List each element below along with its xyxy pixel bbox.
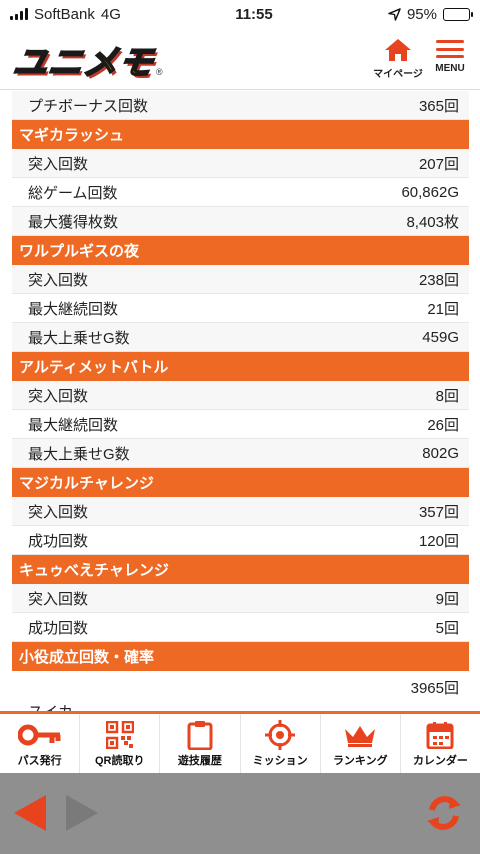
- stat-value: 120回: [418, 532, 459, 550]
- stat-value: 60,862G: [401, 183, 459, 201]
- stat-row: 突入回数 8回: [12, 381, 469, 410]
- tab-label: 遊技履歴: [177, 754, 222, 767]
- stat-label: 突入回数: [28, 387, 89, 405]
- stat-row: 突入回数 357回: [12, 497, 469, 526]
- stat-value: 21回: [427, 300, 459, 318]
- crown-icon: [345, 725, 376, 747]
- stat-row: プチボーナス回数 365回: [12, 91, 469, 120]
- section-header: キュゥべえチャレンジ: [12, 555, 469, 584]
- mypage-button[interactable]: マイページ: [372, 38, 424, 82]
- tab-label: QR読取り: [95, 754, 145, 767]
- stat-label: 突入回数: [28, 155, 89, 173]
- reload-icon[interactable]: [424, 793, 464, 833]
- network-type: 4G: [100, 5, 121, 23]
- app-logo[interactable]: ユニメモ ®: [10, 38, 163, 84]
- calendar-icon: [426, 721, 454, 749]
- tab-calendar[interactable]: カレンダー: [401, 714, 480, 773]
- stat-label: 最大上乗せG数: [28, 445, 130, 463]
- stat-row: スイカ 3965回: [12, 671, 469, 711]
- stat-row: 最大上乗せG数 802G: [12, 439, 469, 468]
- tab-qr-scan[interactable]: QR読取り: [80, 714, 161, 773]
- stat-value: 26回: [427, 416, 459, 434]
- stat-value: 3965回: [410, 680, 459, 697]
- tab-mission[interactable]: ミッション: [241, 714, 321, 773]
- stat-row: 突入回数 238回: [12, 265, 469, 294]
- clipboard-icon: [187, 720, 213, 750]
- location-arrow-icon: [388, 7, 401, 21]
- section-header: ワルプルギスの夜: [12, 236, 469, 265]
- signal-icon: [10, 8, 28, 20]
- logo-text: ユニメモ: [10, 42, 158, 84]
- stat-label: 突入回数: [28, 503, 89, 521]
- status-bar: SoftBank 4G 11:55 95%: [0, 0, 480, 28]
- qr-code-icon: [105, 720, 134, 749]
- stat-row: 最大継続回数 21回: [12, 294, 469, 323]
- stat-label: 最大継続回数: [28, 416, 119, 434]
- stat-row: 最大獲得枚数 8,403枚: [12, 207, 469, 236]
- stat-label: プチボーナス回数: [28, 97, 149, 115]
- stat-label: 成功回数: [28, 619, 89, 637]
- stat-row: 突入回数 9回: [12, 584, 469, 613]
- stat-value: 207回: [418, 155, 459, 173]
- stat-row: 最大継続回数 26回: [12, 410, 469, 439]
- tab-play-history[interactable]: 遊技履歴: [160, 714, 241, 773]
- stat-value: 357回: [418, 503, 459, 521]
- tab-ranking[interactable]: ランキング: [321, 714, 401, 773]
- stat-value: 238回: [418, 271, 459, 289]
- app-header: ユニメモ ® マイページ MENU: [0, 28, 480, 90]
- registered-mark-icon: ®: [156, 67, 163, 77]
- mypage-label: マイページ: [373, 69, 423, 80]
- stats-list[interactable]: プチボーナス回数 365回マギカラッシュ突入回数 207回総ゲーム回数 60,862G…: [12, 91, 469, 711]
- key-icon: [17, 724, 61, 745]
- section-header: アルティメットバトル: [12, 352, 469, 381]
- stat-row: 総ゲーム回数 60,862G: [12, 178, 469, 207]
- stat-label: 成功回数: [28, 532, 89, 550]
- battery-icon: [443, 7, 473, 21]
- back-arrow-icon[interactable]: [10, 793, 50, 833]
- menu-button[interactable]: MENU: [424, 38, 476, 82]
- battery-percent: 95%: [406, 5, 437, 23]
- stat-label: 突入回数: [28, 590, 89, 608]
- stat-label: 突入回数: [28, 271, 89, 289]
- tab-label: ランキング: [332, 754, 388, 767]
- clock: 11:55: [235, 5, 273, 23]
- stat-label: 最大継続回数: [28, 300, 119, 318]
- forward-arrow-icon[interactable]: [62, 793, 102, 833]
- section-header: マギカラッシュ: [12, 120, 469, 149]
- tab-label: カレンダー: [412, 754, 468, 767]
- carrier-name: SoftBank: [34, 5, 95, 23]
- section-header: 小役成立回数・確率: [12, 642, 469, 671]
- stat-label: スイカ: [28, 701, 73, 711]
- browser-nav-bar: [0, 773, 480, 854]
- stat-value: 802G: [422, 444, 459, 462]
- stat-row: 最大上乗せG数 459G: [12, 323, 469, 352]
- tab-label: ミッション: [252, 754, 308, 767]
- stat-row: 成功回数 5回: [12, 613, 469, 642]
- bottom-tab-bar: パス発行 QR読取り 遊技履歴 ミッション ランキング: [0, 711, 480, 773]
- stat-value: 8,403枚: [406, 213, 459, 231]
- stat-label: 最大獲得枚数: [28, 213, 119, 231]
- menu-label: MENU: [435, 63, 465, 74]
- stat-label: 総ゲーム回数: [28, 184, 118, 202]
- stat-value: 5回: [435, 619, 459, 637]
- stat-value: 459G: [422, 328, 459, 346]
- stat-value: 9回: [435, 590, 459, 608]
- stat-row: 突入回数 207回: [12, 149, 469, 178]
- home-icon: [385, 39, 411, 61]
- stat-value: 8回: [435, 387, 459, 405]
- section-header: マジカルチャレンジ: [12, 468, 469, 497]
- stat-label: 最大上乗せG数: [28, 329, 130, 347]
- stat-value: 365回: [418, 97, 459, 115]
- stat-row: 成功回数 120回: [12, 526, 469, 555]
- hamburger-icon: [436, 38, 464, 60]
- tab-pass-issue[interactable]: パス発行: [0, 714, 81, 773]
- target-icon: [265, 719, 296, 750]
- tab-label: パス発行: [17, 754, 62, 767]
